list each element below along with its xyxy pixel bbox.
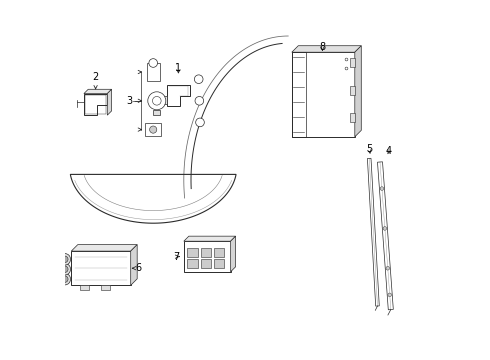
Circle shape: [59, 273, 71, 285]
Text: 6: 6: [132, 263, 142, 273]
Circle shape: [62, 256, 68, 262]
Text: 3: 3: [127, 96, 133, 106]
Polygon shape: [107, 89, 112, 115]
Polygon shape: [231, 236, 236, 272]
Bar: [292, 52, 306, 137]
Bar: [350, 85, 355, 94]
Bar: [153, 110, 160, 115]
Polygon shape: [167, 85, 190, 106]
Bar: [187, 259, 198, 268]
Bar: [101, 285, 110, 289]
Circle shape: [386, 266, 390, 270]
Bar: [350, 113, 355, 122]
Bar: [160, 96, 167, 104]
Text: 1: 1: [175, 63, 181, 73]
Bar: [187, 248, 198, 257]
Polygon shape: [292, 46, 361, 52]
Bar: [85, 95, 106, 114]
Circle shape: [148, 92, 166, 110]
Bar: [214, 248, 224, 257]
Circle shape: [149, 126, 157, 133]
Circle shape: [196, 118, 204, 127]
Circle shape: [62, 266, 68, 273]
Bar: [80, 285, 89, 289]
Polygon shape: [84, 89, 112, 94]
Polygon shape: [368, 158, 379, 306]
Circle shape: [149, 59, 157, 67]
Polygon shape: [72, 245, 137, 251]
Circle shape: [59, 253, 71, 265]
Circle shape: [380, 187, 384, 190]
Polygon shape: [131, 245, 137, 285]
Polygon shape: [355, 46, 361, 137]
Circle shape: [388, 293, 392, 297]
Polygon shape: [377, 162, 393, 310]
Bar: [292, 52, 355, 137]
Bar: [200, 248, 211, 257]
Text: 8: 8: [319, 42, 325, 52]
Bar: [72, 251, 131, 285]
Bar: [184, 241, 231, 272]
Text: 2: 2: [93, 72, 98, 89]
Bar: [214, 259, 224, 268]
Circle shape: [59, 264, 71, 275]
Bar: [145, 123, 161, 136]
Text: 5: 5: [366, 144, 372, 154]
Circle shape: [195, 75, 203, 84]
Polygon shape: [184, 236, 236, 241]
Circle shape: [62, 276, 68, 282]
Circle shape: [195, 96, 204, 105]
Text: 7: 7: [173, 252, 180, 262]
Text: 4: 4: [386, 146, 392, 156]
Polygon shape: [71, 174, 236, 223]
Bar: [147, 63, 160, 81]
Circle shape: [152, 96, 161, 105]
Bar: [350, 58, 355, 67]
Polygon shape: [84, 94, 107, 115]
Circle shape: [383, 227, 387, 230]
Bar: [200, 259, 211, 268]
